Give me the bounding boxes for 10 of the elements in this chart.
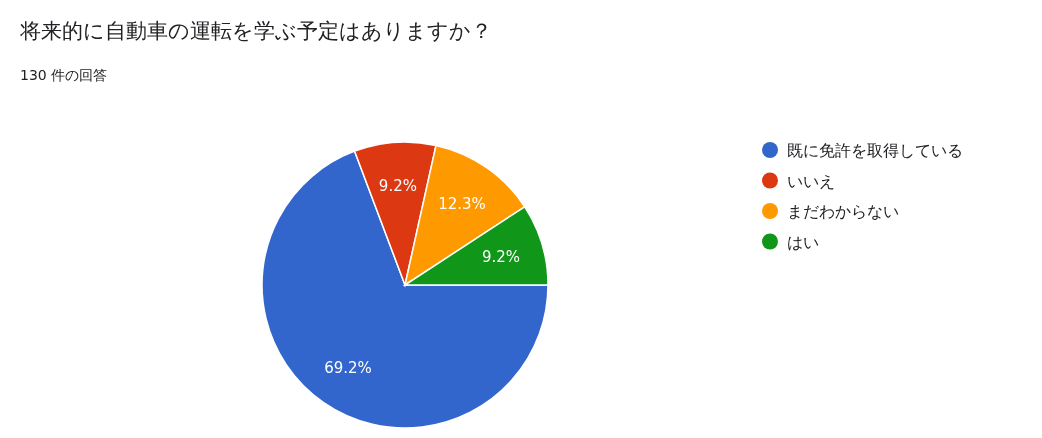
legend-label: はい bbox=[787, 232, 819, 252]
chart-title: 将来的に自動車の運転を学ぶ予定はありますか？ bbox=[19, 19, 492, 43]
data-label: 9.2% bbox=[481, 248, 520, 267]
legend-label: 既に免許を取得している bbox=[787, 141, 963, 160]
legend-label: まだわからない bbox=[787, 202, 899, 221]
data-label: 12.3% bbox=[438, 194, 486, 213]
legend-label: いいえ bbox=[787, 171, 835, 191]
text: 130 件の回答 bbox=[20, 67, 108, 83]
data-label: 9.2% bbox=[378, 177, 417, 196]
data-label: 69.2% bbox=[324, 359, 372, 378]
